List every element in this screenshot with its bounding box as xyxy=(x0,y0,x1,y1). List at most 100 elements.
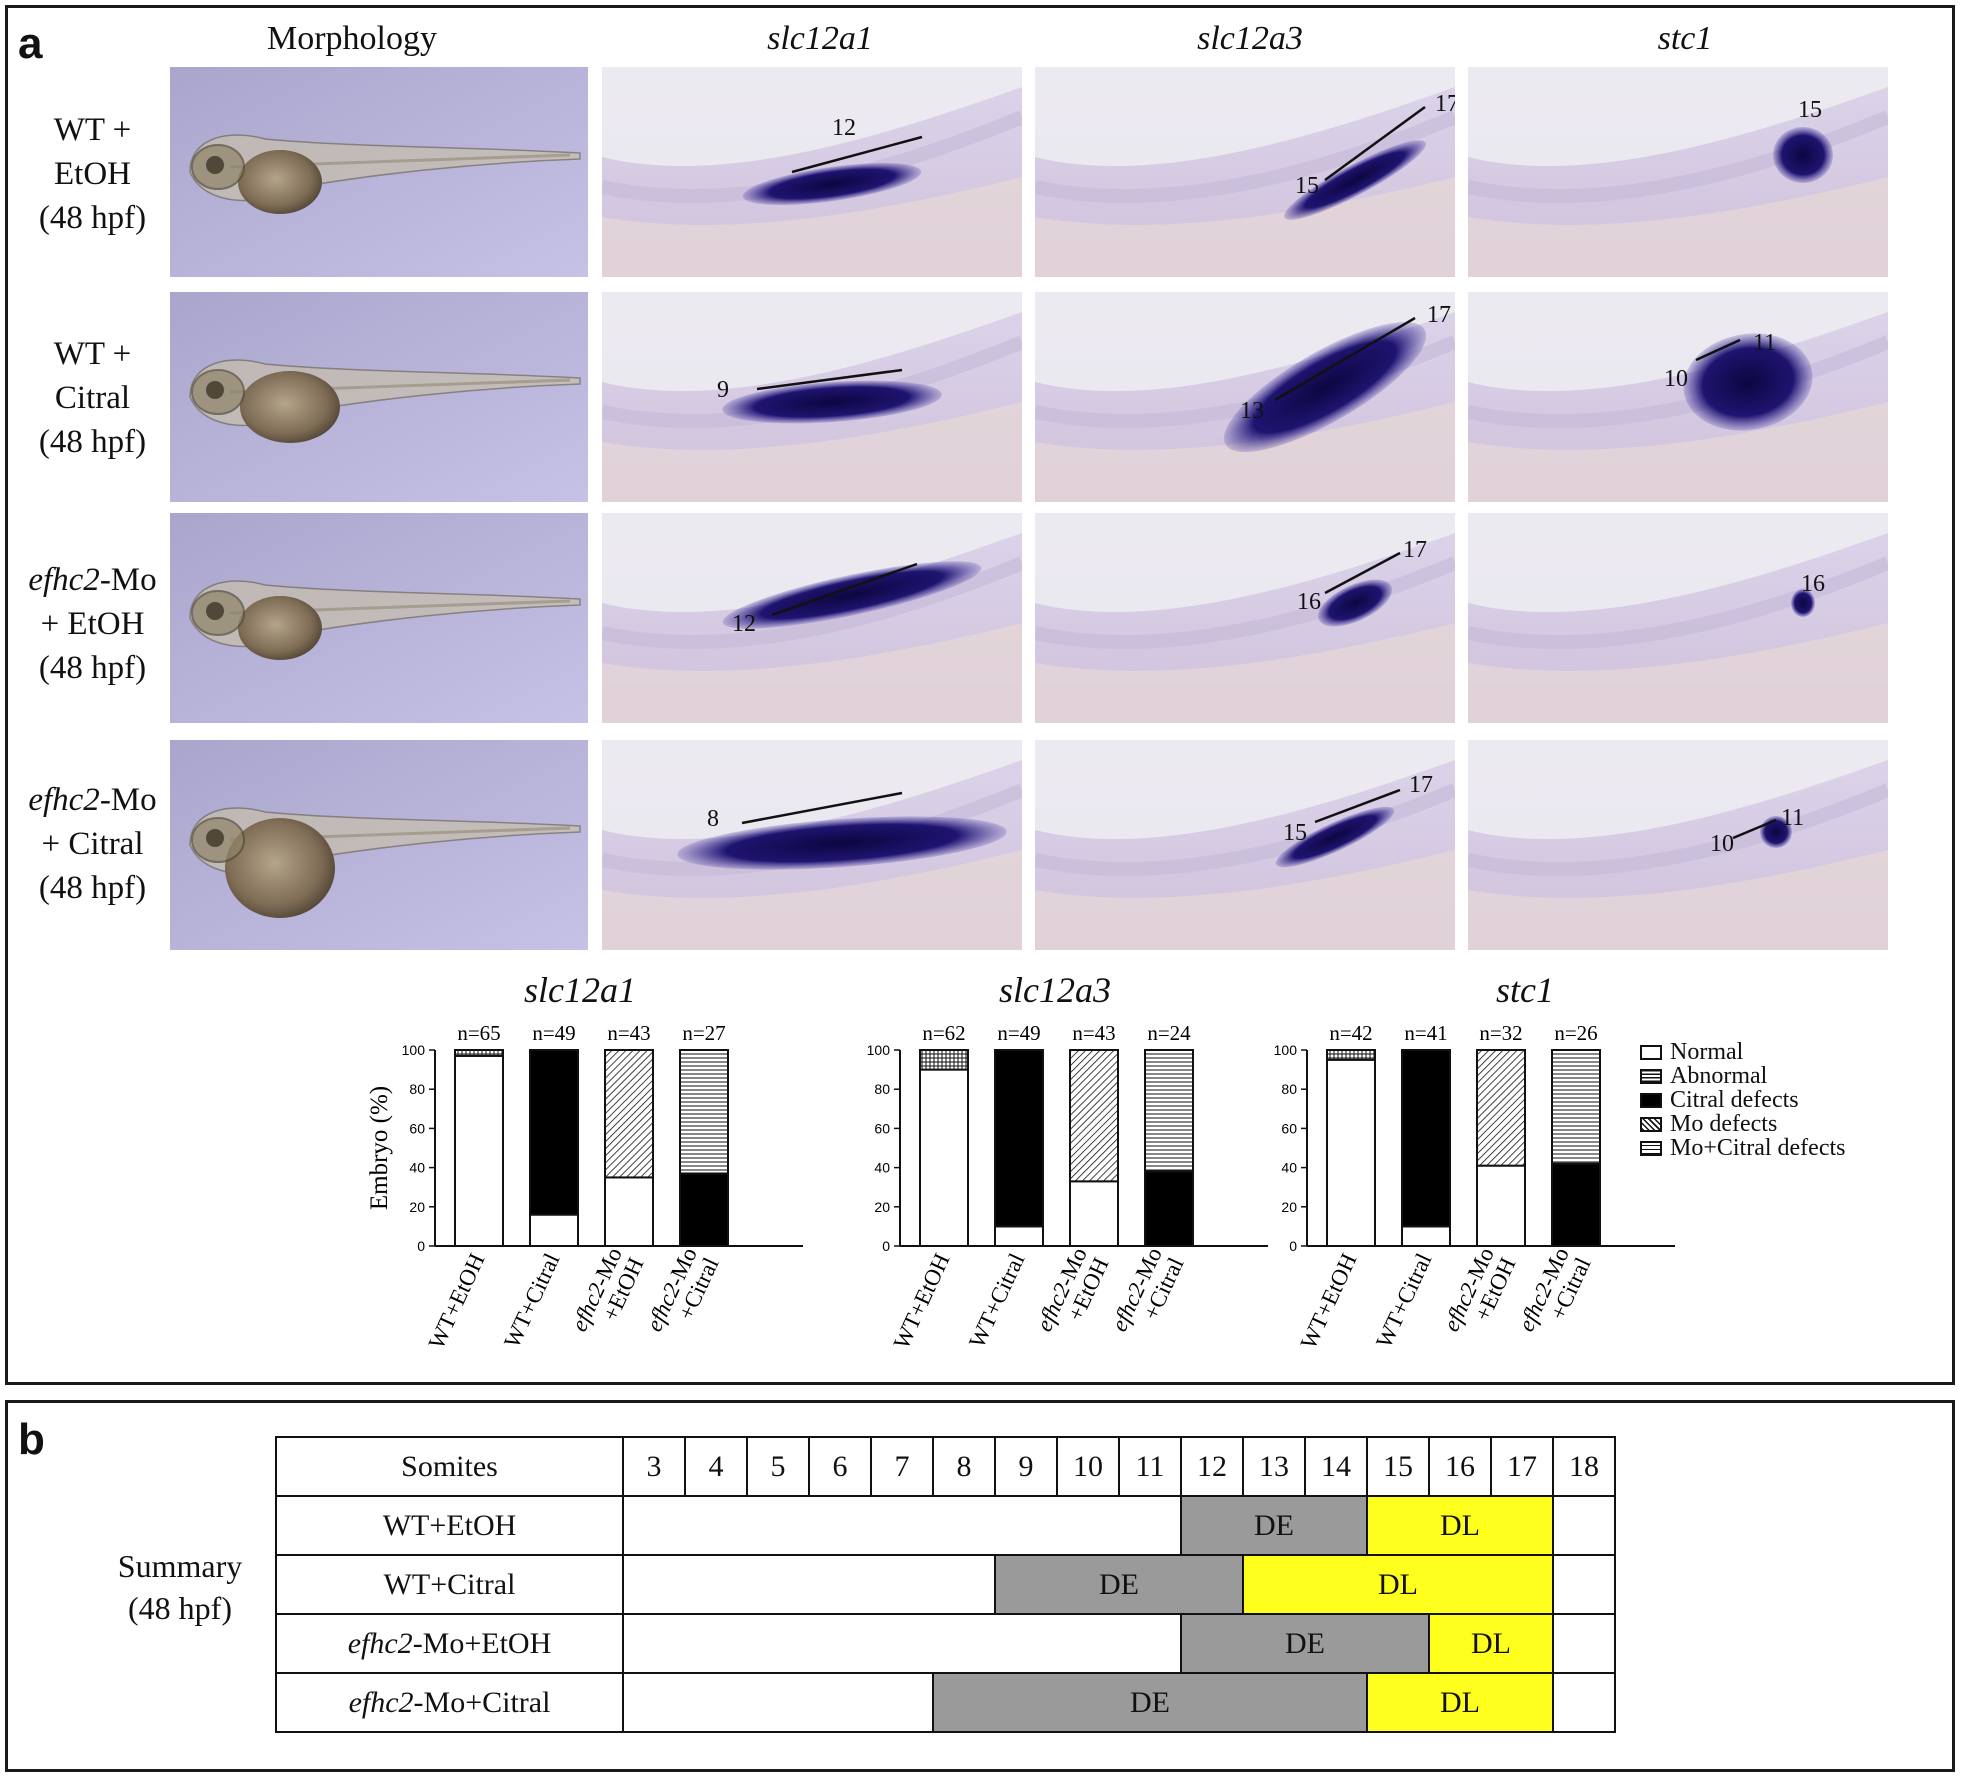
somite-number: 11 xyxy=(1118,1436,1182,1497)
x-category-label: WT+Citral xyxy=(1371,1250,1436,1352)
chart-title-slc12a1: slc12a1 xyxy=(524,970,636,1010)
legend-item-normal: Normal xyxy=(1640,1039,1846,1065)
y-tick-label: 80 xyxy=(874,1081,890,1097)
y-tick-label: 100 xyxy=(1274,1042,1298,1058)
morphology-image xyxy=(170,740,588,950)
bar-segment-mo-defects xyxy=(1476,1049,1526,1167)
bar-segment-normal xyxy=(1476,1164,1526,1248)
somite-label: 10 xyxy=(1710,831,1734,857)
x-category-label: WT+EtOH xyxy=(889,1250,955,1353)
bar-segment-normal xyxy=(454,1054,504,1247)
column-header-slc12a3: slc12a3 xyxy=(1197,20,1303,57)
legend-swatch-abnormal xyxy=(1640,1068,1662,1084)
column-header-slc12a1: slc12a1 xyxy=(767,20,873,57)
bar-segment-normal xyxy=(1326,1058,1376,1248)
bar-n-label: n=27 xyxy=(682,1021,725,1045)
summary-row-label: efhc2-Mo+EtOH xyxy=(275,1613,624,1674)
bar-segment-citral-defects xyxy=(994,1049,1044,1228)
y-axis-label: Embryo (%) xyxy=(366,1086,393,1210)
chart-legend: Normal Abnormal Citral defects Mo defect… xyxy=(1640,1039,1846,1161)
bar-segment-abnormal xyxy=(1326,1049,1376,1061)
somite-range-line xyxy=(1324,551,1401,595)
slc12a1-stain-image: 12 xyxy=(602,513,1022,723)
somite-number: 17 xyxy=(1490,1436,1554,1497)
dl-range-cell: DL xyxy=(1366,1495,1554,1556)
legend-swatch-normal xyxy=(1640,1044,1662,1060)
bar-n-label: n=43 xyxy=(1072,1021,1115,1045)
bar-segment-mo-citral-defects xyxy=(1551,1049,1601,1165)
x-category-label: WT+Citral xyxy=(499,1250,564,1352)
bar-segment-normal xyxy=(994,1225,1044,1248)
y-tick-label: 40 xyxy=(409,1160,425,1176)
y-tick-label: 100 xyxy=(867,1042,891,1058)
somite-label: 16 xyxy=(1801,571,1825,597)
x-category-label: efhc2-Mo+Citral xyxy=(1513,1244,1595,1346)
bar-segment-citral-defects xyxy=(1401,1049,1451,1228)
y-tick-label: 80 xyxy=(409,1081,425,1097)
slc12a3-stain-image: 15 17 xyxy=(1035,740,1455,950)
somite-label: 16 xyxy=(1297,589,1321,615)
bar-segment-citral-defects xyxy=(679,1172,729,1247)
bar-n-label: n=65 xyxy=(457,1021,500,1045)
summary-label: Summary (48 hpf) xyxy=(117,1548,243,1626)
bar-n-label: n=49 xyxy=(532,1021,575,1045)
morphology-image xyxy=(170,513,588,723)
panel-a-frame xyxy=(5,5,1955,1385)
summary-row-label: WT+EtOH xyxy=(275,1495,624,1556)
row-label-wt-etoh: WT + EtOH (48 hpf) xyxy=(38,112,147,236)
somite-number: 16 xyxy=(1428,1436,1492,1497)
somite-number: 4 xyxy=(684,1436,748,1497)
somite-number: 10 xyxy=(1056,1436,1120,1497)
stc1-stain-image: 10 11 xyxy=(1468,292,1888,502)
chart-title-stc1: stc1 xyxy=(1496,970,1554,1010)
somite-label: 12 xyxy=(832,115,856,141)
somite-range-line xyxy=(771,562,918,617)
somite-label: 10 xyxy=(1664,366,1688,392)
summary-empty-cell xyxy=(1552,1672,1616,1733)
y-tick-label: 60 xyxy=(1281,1120,1297,1136)
somite-number: 12 xyxy=(1180,1436,1244,1497)
somite-label: 17 xyxy=(1427,302,1451,328)
somite-number: 9 xyxy=(994,1436,1058,1497)
somite-range-line xyxy=(1314,788,1401,824)
somite-number: 3 xyxy=(622,1436,686,1497)
bar-n-label: n=42 xyxy=(1329,1021,1372,1045)
somite-number: 6 xyxy=(808,1436,872,1497)
bar-segment-citral-defects xyxy=(529,1049,579,1216)
somite-number: 7 xyxy=(870,1436,934,1497)
somite-number: 18 xyxy=(1552,1436,1616,1497)
y-tick-label: 0 xyxy=(417,1238,425,1254)
slc12a3-stain-image: 15 17 xyxy=(1035,67,1455,277)
bar-n-label: n=43 xyxy=(607,1021,650,1045)
somite-number: 5 xyxy=(746,1436,810,1497)
row-label-mo-citral: efhc2-Mo + Citral (48 hpf) xyxy=(28,782,157,906)
morphology-image xyxy=(170,292,588,502)
y-tick-label: 40 xyxy=(874,1160,890,1176)
panel-a-letter: a xyxy=(18,19,43,68)
somite-label: 17 xyxy=(1409,772,1433,798)
x-category-label: efhc2-Mo+Citral xyxy=(641,1244,723,1346)
somites-header: Somites xyxy=(275,1436,624,1497)
slc12a1-stain-image: 8 xyxy=(602,740,1022,950)
y-tick-label: 40 xyxy=(1281,1160,1297,1176)
bar-segment-mo-citral-defects xyxy=(1144,1049,1194,1173)
somite-label: 15 xyxy=(1295,173,1319,199)
bar-segment-citral-defects xyxy=(1144,1170,1194,1248)
bar-n-label: n=41 xyxy=(1404,1021,1447,1045)
slc12a1-stain-image: 12 xyxy=(602,67,1022,277)
column-header-stc1: stc1 xyxy=(1657,20,1713,57)
somite-label: 8 xyxy=(707,806,719,832)
summary-row-label: efhc2-Mo+Citral xyxy=(275,1672,624,1733)
legend-swatch-mo-citral xyxy=(1640,1140,1662,1156)
bar-segment-mo-defects xyxy=(604,1049,654,1179)
somite-label: 11 xyxy=(1753,330,1776,356)
de-range-cell: DE xyxy=(994,1554,1244,1615)
bar-n-label: n=49 xyxy=(997,1021,1040,1045)
chart-title-slc12a3: slc12a3 xyxy=(999,970,1111,1010)
y-tick-label: 80 xyxy=(1281,1081,1297,1097)
panel-b-letter: b xyxy=(18,1415,45,1464)
x-category-label: efhc2-Mo+EtOH xyxy=(1438,1244,1520,1346)
de-range-cell: DE xyxy=(932,1672,1368,1733)
bar-segment-abnormal xyxy=(919,1049,969,1071)
bar-n-label: n=32 xyxy=(1479,1021,1522,1045)
